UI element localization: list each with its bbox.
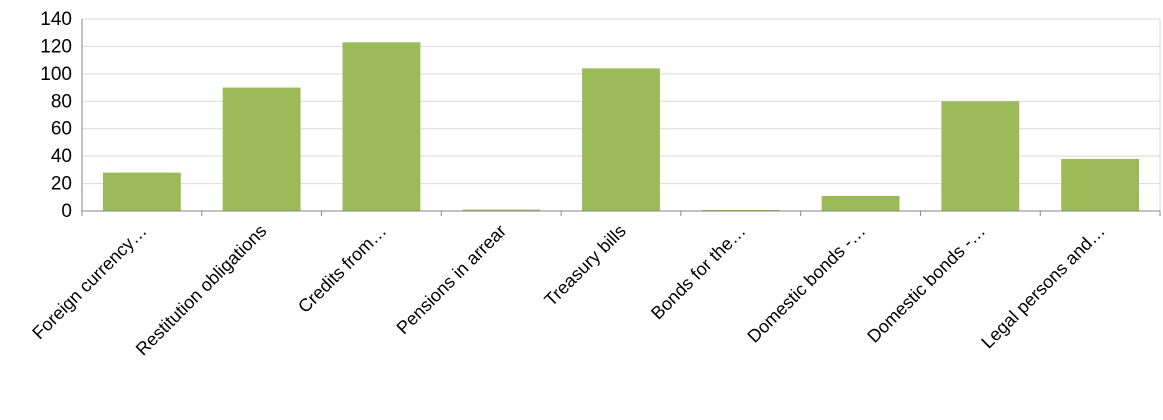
bar-2 (222, 87, 301, 211)
bar-series (102, 42, 1140, 211)
bar-4 (462, 209, 541, 211)
bar-7 (821, 195, 900, 211)
y-tick-label: 0 (61, 201, 72, 222)
y-tick-label: 120 (40, 36, 72, 57)
x-category-label: Foreign currency… (28, 221, 150, 343)
bar-8 (941, 101, 1020, 211)
y-tick-label: 80 (51, 91, 72, 112)
y-tick-label: 20 (51, 174, 72, 195)
x-category-label: Credits from… (294, 221, 390, 317)
x-category-label: Treasury bills (540, 221, 629, 310)
y-axis-tick-labels: 0 20 40 60 80 100 120 140 (40, 9, 72, 222)
bar-1 (102, 172, 181, 211)
bar-3 (342, 42, 421, 211)
y-tick-label: 100 (40, 64, 72, 85)
x-category-label: Domestic bonds -… (863, 221, 989, 347)
y-tick-label: 60 (51, 119, 72, 140)
bar-9 (1061, 158, 1140, 211)
x-axis-category-labels: Foreign currency…Restitution obligations… (28, 221, 1109, 360)
y-tick-label: 40 (51, 146, 72, 167)
x-category-label: Legal persons and… (977, 221, 1109, 353)
x-category-label: Restitution obligations (132, 221, 271, 360)
x-category-label: Pensions in arrear (393, 221, 510, 338)
axes (81, 19, 1161, 216)
y-tick-label: 140 (40, 9, 72, 30)
bar-5 (582, 68, 660, 211)
x-category-label: Bonds for the… (647, 221, 750, 324)
x-category-label: Domestic bonds -… (743, 221, 869, 347)
